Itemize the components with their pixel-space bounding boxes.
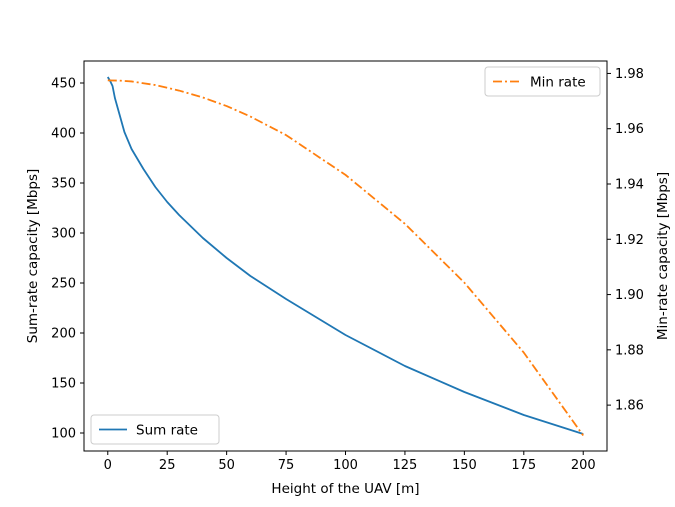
x-tick-label: 75 <box>278 458 295 473</box>
left-y-tick-label: 200 <box>51 327 76 342</box>
x-tick-label: 100 <box>333 458 358 473</box>
x-tick-label: 200 <box>571 458 596 473</box>
x-tick-label: 150 <box>452 458 477 473</box>
x-tick-label: 125 <box>393 458 418 473</box>
x-axis-label: Height of the UAV [m] <box>271 481 419 497</box>
legend-box <box>90 414 220 445</box>
x-tick-label: 0 <box>104 458 112 473</box>
right-y-tick-label: 1.88 <box>615 343 644 358</box>
right-y-tick-label: 1.94 <box>615 177 644 192</box>
left-y-axis-ticks: 100 150 200 250 300 350 400 450 <box>51 77 84 442</box>
legend-label-min-rate: Min rate <box>530 75 586 91</box>
legend-sum-rate: Sum rate <box>90 414 220 445</box>
right-y-tick-label: 1.98 <box>615 67 644 82</box>
left-y-tick-label: 250 <box>51 277 76 292</box>
right-y-axis-ticks: 1.86 1.88 1.90 1.92 1.94 1.96 1.98 <box>607 67 644 414</box>
right-y-tick-label: 1.96 <box>615 122 644 137</box>
plot-frame <box>83 60 608 452</box>
legend-label-sum-rate: Sum rate <box>136 423 198 439</box>
left-y-tick-label: 400 <box>51 127 76 142</box>
x-axis-ticks: 0 25 50 75 100 125 150 175 200 <box>104 451 596 473</box>
left-y-axis-label: Sum-rate capacity [Mbps] <box>25 169 41 344</box>
x-tick-label: 25 <box>159 458 176 473</box>
right-y-tick-label: 1.92 <box>615 233 644 248</box>
left-y-tick-label: 300 <box>51 227 76 242</box>
series-line-min-rate <box>107 79 584 437</box>
right-y-tick-label: 1.86 <box>615 399 644 414</box>
legend-min-rate: Min rate <box>484 66 601 97</box>
left-y-tick-label: 150 <box>51 377 76 392</box>
legend-box <box>484 66 601 97</box>
series-line-sum-rate <box>106 76 584 435</box>
left-y-tick-label: 350 <box>51 177 76 192</box>
x-tick-label: 50 <box>218 458 235 473</box>
series-layer <box>106 76 584 437</box>
x-tick-label: 175 <box>511 458 536 473</box>
right-y-axis-label: Min-rate capacity [Mbps] <box>655 172 671 340</box>
right-y-tick-label: 1.90 <box>615 288 644 303</box>
left-y-tick-label: 100 <box>51 427 76 442</box>
left-y-tick-label: 450 <box>51 77 76 92</box>
